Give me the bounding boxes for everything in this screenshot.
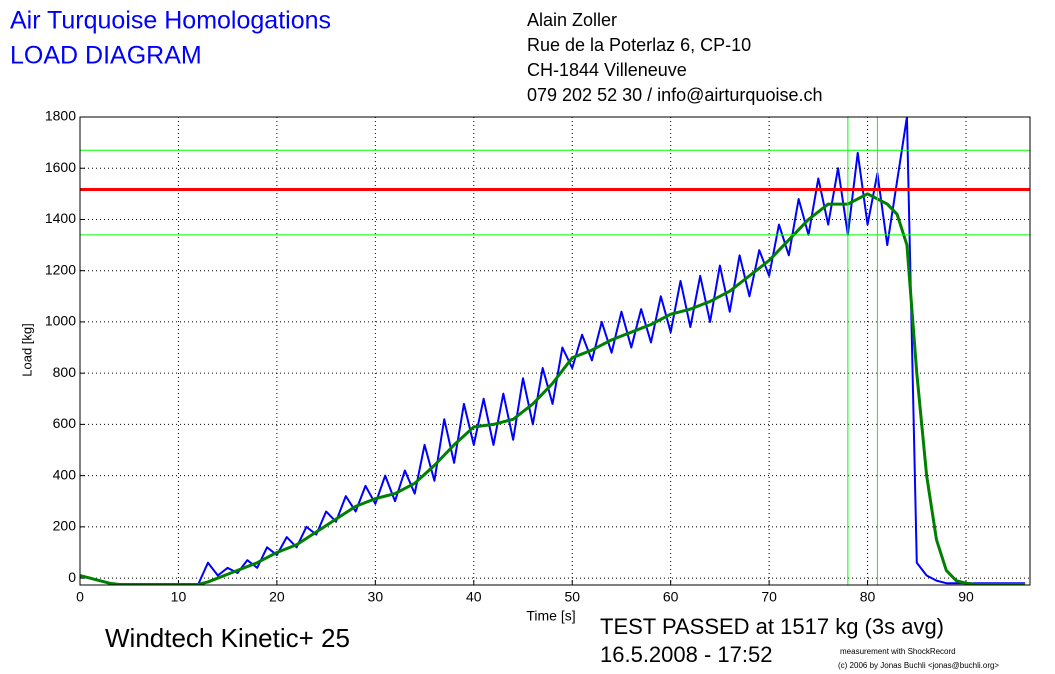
x-tick-label: 70: [761, 589, 777, 605]
data-line: [80, 117, 1026, 585]
y-tick-label: 1600: [45, 159, 76, 175]
address-line: Alain Zoller: [527, 10, 617, 30]
test-result: TEST PASSED at 1517 kg (3s avg): [600, 614, 944, 639]
y-tick-label: 200: [53, 518, 77, 534]
y-tick-label: 1000: [45, 313, 76, 329]
y-tick-label: 400: [53, 466, 77, 482]
x-tick-label: 20: [269, 589, 285, 605]
y-tick-label: 0: [68, 569, 76, 585]
x-tick-label: 50: [564, 589, 580, 605]
x-tick-label: 60: [663, 589, 679, 605]
x-tick-label: 90: [958, 589, 974, 605]
x-tick-label: 30: [368, 589, 384, 605]
y-tick-label: 600: [53, 415, 77, 431]
address-line: CH-1844 Villeneuve: [527, 60, 687, 80]
x-tick-label: 80: [860, 589, 876, 605]
address-line: Rue de la Poterlaz 6, CP-10: [527, 35, 751, 55]
credit: (c) 2006 by Jonas Buchli <jonas@buchli.o…: [838, 661, 999, 670]
x-axis-label: Time [s]: [526, 608, 575, 624]
plot-frame: [79, 116, 1031, 586]
y-tick-label: 1800: [45, 108, 76, 124]
credit: measurement with ShockRecord: [840, 647, 956, 656]
product-name: Windtech Kinetic+ 25: [105, 623, 350, 653]
address-line: 079 202 52 30 / info@airturquoise.ch: [527, 85, 822, 105]
x-tick-label: 0: [76, 589, 84, 605]
y-tick-label: 800: [53, 364, 77, 380]
chart-subtitle: LOAD DIAGRAM: [10, 42, 202, 70]
x-tick-label: 10: [171, 589, 187, 605]
test-date: 16.5.2008 - 17:52: [600, 642, 772, 667]
chart-title: Air Turquoise Homologations: [10, 7, 331, 35]
y-tick-label: 1400: [45, 210, 76, 226]
plot-area: [80, 117, 1030, 585]
y-tick-label: 1200: [45, 261, 76, 277]
x-tick-label: 40: [466, 589, 482, 605]
y-axis-label: Load [kg]: [19, 323, 34, 377]
data-line: [80, 192, 1026, 585]
